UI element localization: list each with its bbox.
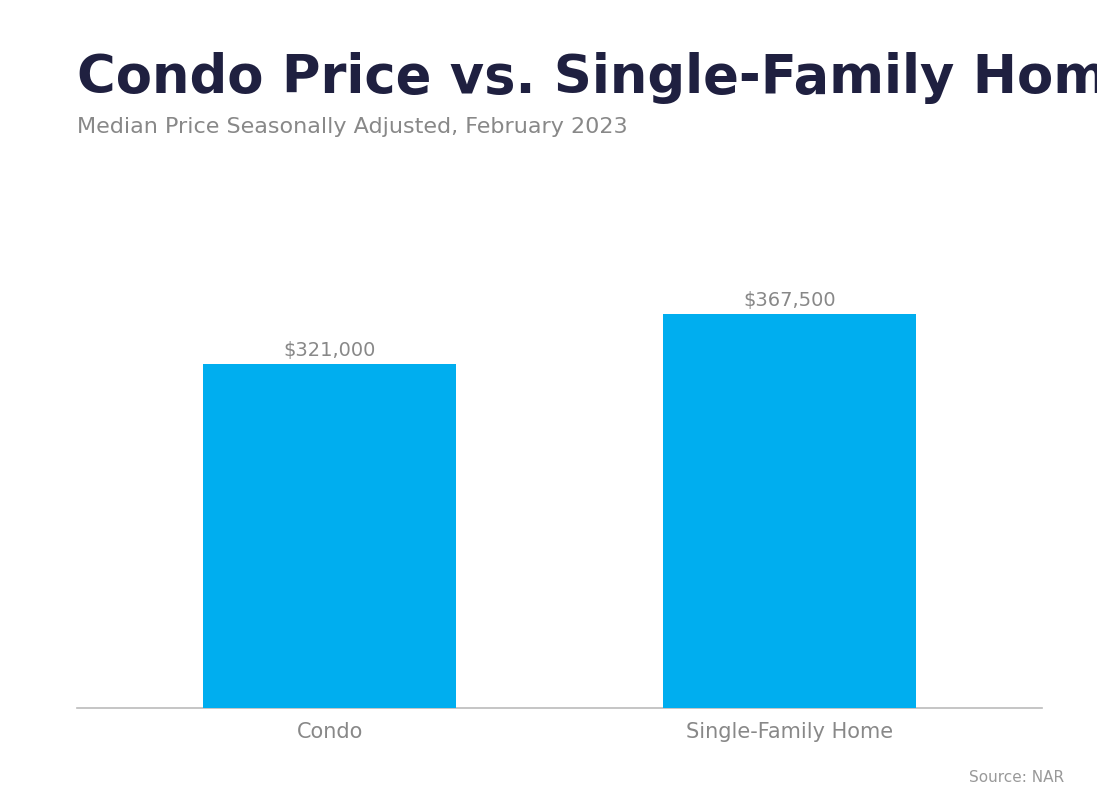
Text: Condo Price vs. Single-Family Home: Condo Price vs. Single-Family Home (77, 52, 1097, 105)
Text: Median Price Seasonally Adjusted, February 2023: Median Price Seasonally Adjusted, Februa… (77, 117, 627, 137)
Text: Source: NAR: Source: NAR (969, 770, 1064, 785)
Bar (203, 364, 456, 708)
Text: $321,000: $321,000 (283, 341, 376, 360)
Bar (663, 314, 916, 708)
Text: $367,500: $367,500 (743, 291, 836, 310)
